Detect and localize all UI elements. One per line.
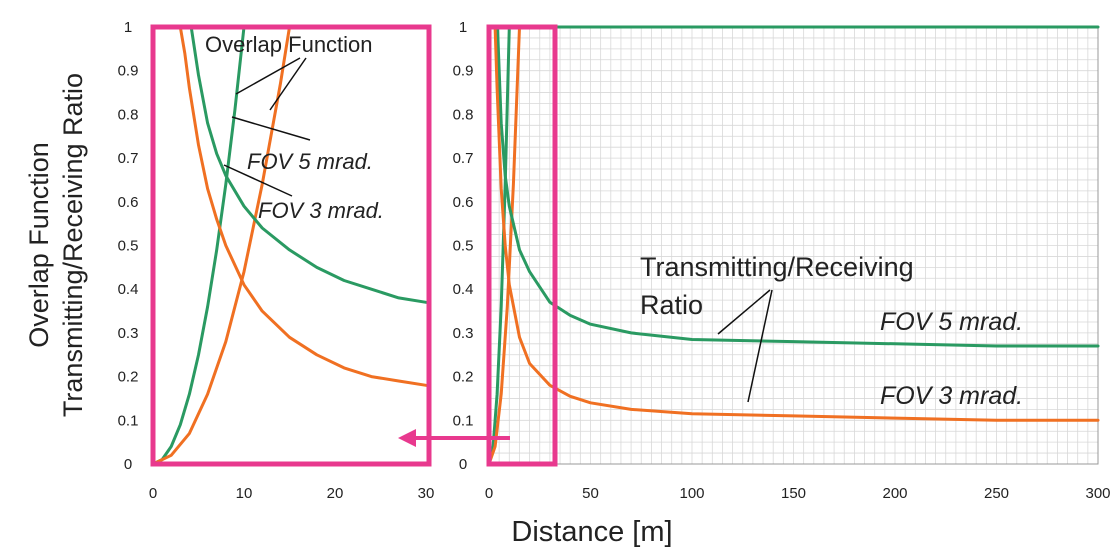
series-line-2 <box>487 25 521 466</box>
fov3-label-right: FOV 3 mrad. <box>880 382 1023 410</box>
y-tick-label: 0.3 <box>453 325 474 342</box>
fov3-leader-line <box>223 164 293 197</box>
fov5-label-left: FOV 5 mrad. <box>247 149 373 174</box>
y-tick-label: 1 <box>124 19 132 36</box>
y-tick-label: 0.7 <box>453 150 474 167</box>
y-axis-label-line2: Transmitting/Receiving Ratio <box>58 73 88 417</box>
x-tick-label: 200 <box>882 485 907 502</box>
y-tick-label: 0.1 <box>453 412 474 429</box>
overlap-leader-line <box>269 57 307 111</box>
overlap-leader-line <box>235 57 301 95</box>
y-tick-label: 0.3 <box>118 325 139 342</box>
y-tick-label: 0.5 <box>453 238 474 255</box>
x-tick-label: 10 <box>236 485 253 502</box>
overlap-function-label: Overlap Function <box>205 32 373 57</box>
series-line-3 <box>496 25 1100 348</box>
y-tick-label: 0.4 <box>118 281 139 298</box>
full-range-chart-panel: 0 0.1 0.2 0.3 0.4 0.5 0.6 0.7 0.8 0.9 1 0 50 100 150 20… <box>453 19 1111 502</box>
y-tick-label: 0.2 <box>453 369 474 386</box>
x-tick-label: 100 <box>679 485 704 502</box>
x-tick-label: 0 <box>149 485 157 502</box>
tr-ratio-label-line1: Transmitting/Receiving <box>640 252 914 282</box>
series-line-4 <box>178 25 428 387</box>
x-tick-label: 30 <box>418 485 435 502</box>
y-tick-label: 0.5 <box>118 238 139 255</box>
source-highlight-box <box>486 24 558 467</box>
x-tick-label: 150 <box>781 485 806 502</box>
y-tick-label: 0 <box>124 456 132 473</box>
tr-ratio-leader-line <box>747 289 773 403</box>
series-line-1 <box>151 25 246 466</box>
x-tick-label: 0 <box>485 485 493 502</box>
y-axis-label-line1: Overlap Function <box>24 142 54 348</box>
y-tick-label: 0.9 <box>118 63 139 80</box>
y-tick-label: 0.6 <box>453 194 474 211</box>
x-tick-label: 50 <box>582 485 599 502</box>
y-tick-label: 0.9 <box>453 63 474 80</box>
y-tick-label: 0.4 <box>453 281 474 298</box>
zoomed-chart-panel: 00.10.20.30.40.50.60.70.80.910 10 20 30 <box>118 19 435 502</box>
fov3-label-left: FOV 3 mrad. <box>258 198 384 223</box>
tr-ratio-leader-line <box>717 289 771 335</box>
x-tick-label: 250 <box>984 485 1009 502</box>
x-tick-label: 300 <box>1085 485 1110 502</box>
fov5-leader-line <box>231 116 311 141</box>
fov5-label-right: FOV 5 mrad. <box>880 308 1023 336</box>
series-line-4 <box>493 25 1100 422</box>
zoom-highlight-box <box>150 24 432 467</box>
y-tick-label: 0.2 <box>118 369 139 386</box>
x-axis-label: Distance [m] <box>511 516 672 548</box>
x-tick-label: 20 <box>327 485 344 502</box>
y-tick-label: 0.8 <box>118 106 139 123</box>
y-tick-label: 1 <box>459 19 467 36</box>
tr-ratio-label-line2: Ratio <box>640 290 703 320</box>
series-line-3 <box>189 25 428 304</box>
y-tick-label: 0.1 <box>118 412 139 429</box>
y-tick-label: 0 <box>459 456 467 473</box>
series-line-2 <box>151 25 291 466</box>
zoom-arrow-head <box>398 429 416 447</box>
y-tick-label: 0.8 <box>453 106 474 123</box>
y-tick-label: 0.7 <box>118 150 139 167</box>
y-tick-label: 0.6 <box>118 194 139 211</box>
